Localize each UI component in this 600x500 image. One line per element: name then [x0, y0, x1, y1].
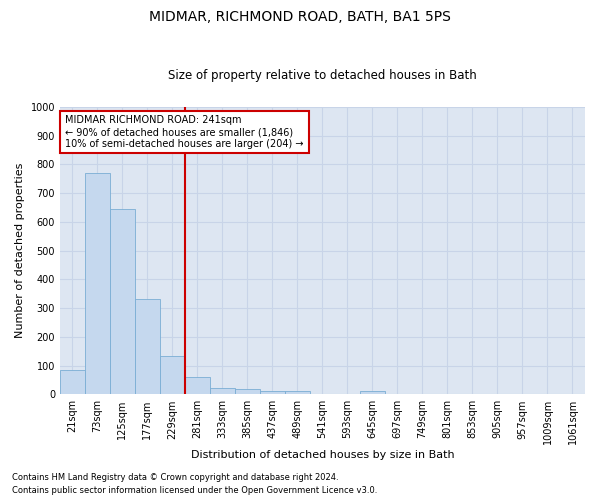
Text: MIDMAR RICHMOND ROAD: 241sqm
← 90% of detached houses are smaller (1,846)
10% of: MIDMAR RICHMOND ROAD: 241sqm ← 90% of de… — [65, 116, 304, 148]
Y-axis label: Number of detached properties: Number of detached properties — [15, 163, 25, 338]
Bar — [360, 390, 385, 394]
Bar — [235, 388, 260, 394]
Bar — [85, 173, 110, 394]
X-axis label: Distribution of detached houses by size in Bath: Distribution of detached houses by size … — [191, 450, 454, 460]
Bar — [285, 392, 310, 394]
Bar — [60, 370, 85, 394]
Bar — [260, 390, 285, 394]
Title: Size of property relative to detached houses in Bath: Size of property relative to detached ho… — [168, 69, 477, 82]
Text: Contains HM Land Registry data © Crown copyright and database right 2024.
Contai: Contains HM Land Registry data © Crown c… — [12, 474, 377, 495]
Bar — [160, 356, 185, 395]
Text: MIDMAR, RICHMOND ROAD, BATH, BA1 5PS: MIDMAR, RICHMOND ROAD, BATH, BA1 5PS — [149, 10, 451, 24]
Bar — [185, 377, 210, 394]
Bar — [135, 300, 160, 394]
Bar — [210, 388, 235, 394]
Bar — [110, 209, 135, 394]
